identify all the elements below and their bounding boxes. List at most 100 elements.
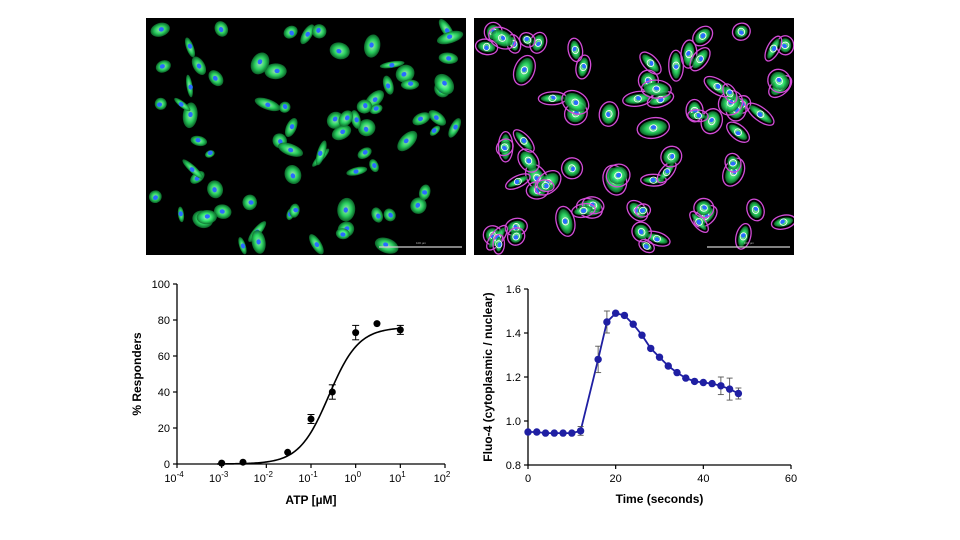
x-tick-label: 10-1 xyxy=(298,470,318,485)
y-tick-label: 1.6 xyxy=(506,284,521,296)
calcium-timecourse-chart: 0.8 1.0 1.2 1.4 1.6 0 20 40 60 Fluo-4 (cytoplasm… xyxy=(481,284,797,506)
cell-nucleus xyxy=(497,242,502,248)
cell-nucleus xyxy=(401,71,407,77)
nucleus-outline xyxy=(652,85,661,93)
cell-nucleus xyxy=(212,187,217,193)
cell-nucleus xyxy=(544,183,550,189)
cell-nucleus xyxy=(640,208,646,213)
data-point xyxy=(603,318,611,326)
cell xyxy=(383,208,396,222)
cell-outline xyxy=(581,196,605,215)
nucleus-outline xyxy=(579,206,588,215)
nucleus-outline xyxy=(520,137,528,145)
nucleus-outline xyxy=(713,82,722,91)
cell-nucleus xyxy=(289,124,295,130)
data-point xyxy=(568,429,576,437)
cell-outline xyxy=(634,203,652,218)
cell-nucleus xyxy=(616,172,622,178)
cell xyxy=(238,237,247,255)
cell xyxy=(505,173,531,190)
data-point xyxy=(734,389,743,398)
dose-response-x-axis-title: ATP [µM] xyxy=(285,493,336,507)
cell xyxy=(722,83,738,104)
cell-nucleus xyxy=(336,48,342,54)
nucleus-outline xyxy=(482,42,491,51)
cell-outline xyxy=(474,38,499,56)
cell xyxy=(571,202,596,219)
y-tick-label: 1.2 xyxy=(506,372,521,384)
cell-nucleus xyxy=(257,59,263,65)
cell-nucleus xyxy=(153,195,158,201)
cell-outline xyxy=(639,51,662,75)
cell xyxy=(382,75,394,95)
cell xyxy=(250,52,270,75)
y-tick-label: 40 xyxy=(158,387,170,399)
nucleus-outline xyxy=(513,177,522,186)
cell-nucleus xyxy=(573,100,579,106)
data-point xyxy=(396,326,404,334)
cell-nucleus xyxy=(158,27,164,32)
cell xyxy=(488,26,516,50)
cell xyxy=(687,109,709,123)
cell-nucleus xyxy=(562,218,568,224)
cell-outline xyxy=(660,145,683,168)
cell-nucleus xyxy=(388,212,393,218)
cell xyxy=(495,138,514,157)
cell xyxy=(555,205,576,237)
cell-nucleus xyxy=(653,86,660,91)
cell xyxy=(207,180,224,199)
cell-outline xyxy=(622,90,654,108)
cell xyxy=(311,24,327,39)
cell-nucleus xyxy=(702,205,708,210)
cell-outline xyxy=(512,129,535,153)
cell xyxy=(315,140,327,166)
cell-outline xyxy=(767,68,792,94)
cell-nucleus xyxy=(218,27,224,33)
cell xyxy=(154,97,167,110)
cell-nucleus xyxy=(521,138,527,144)
cell-outline xyxy=(764,35,783,62)
cell-nucleus xyxy=(658,97,664,103)
x-tick-label: 60 xyxy=(785,473,797,485)
nucleus-outline xyxy=(523,36,532,44)
data-point xyxy=(524,428,532,436)
data-point xyxy=(682,374,690,382)
cell xyxy=(640,79,672,99)
cell xyxy=(213,204,232,219)
cell xyxy=(428,110,447,126)
data-point xyxy=(576,427,585,435)
cell-nucleus xyxy=(353,169,359,174)
data-point xyxy=(629,320,637,328)
nucleus-outline xyxy=(649,124,658,132)
data-point xyxy=(699,378,708,387)
cell-nucleus xyxy=(332,116,338,122)
nucleus-outline xyxy=(734,128,742,136)
cell xyxy=(329,42,350,60)
data-point xyxy=(647,344,655,353)
cell xyxy=(492,233,506,255)
timecourse-x-axis-title: Time (seconds) xyxy=(616,492,704,506)
cell-nucleus xyxy=(442,80,447,86)
nucleus-outline xyxy=(769,44,778,53)
cell xyxy=(283,25,298,39)
data-point xyxy=(352,329,360,337)
cell xyxy=(374,237,399,254)
nucleus-outline xyxy=(646,59,655,67)
nucleus-outline xyxy=(571,45,579,54)
data-point xyxy=(373,320,381,328)
cell xyxy=(726,121,751,143)
cell xyxy=(636,116,670,140)
data-point xyxy=(594,355,602,364)
data-point xyxy=(541,429,550,437)
cell-outline xyxy=(687,109,709,123)
x-tick-label: 40 xyxy=(697,473,709,485)
cell-nucleus xyxy=(282,104,288,110)
cell xyxy=(242,194,258,211)
cell-outline xyxy=(561,89,590,115)
cell-nucleus xyxy=(376,213,381,219)
cell-nucleus xyxy=(383,242,389,247)
cell xyxy=(214,21,229,37)
cell-outline xyxy=(517,148,540,173)
nucleus-outline xyxy=(751,205,760,214)
cell xyxy=(205,150,215,158)
